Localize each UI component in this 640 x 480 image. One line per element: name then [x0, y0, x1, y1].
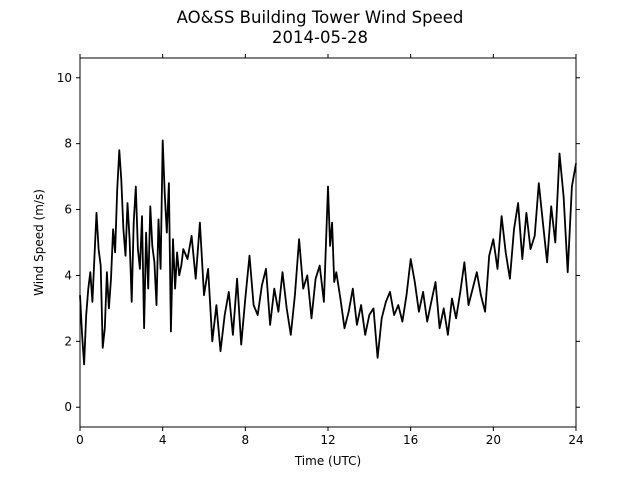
x-tick-label: 24 [568, 433, 583, 447]
x-tick-label: 0 [76, 433, 84, 447]
chart-subtitle-date: 2014-05-28 [272, 28, 368, 47]
y-axis-ticks: 0 2 4 6 8 10 [57, 71, 580, 414]
x-axis-label: Time (UTC) [294, 454, 361, 468]
y-tick-label: 8 [64, 137, 72, 151]
wind-speed-series-line [79, 139, 577, 366]
plot-area-frame [79, 57, 577, 428]
x-tick-label: 12 [320, 433, 335, 447]
x-tick-label: 4 [159, 433, 167, 447]
y-tick-label: 10 [57, 71, 72, 85]
x-tick-label: 20 [486, 433, 501, 447]
y-axis-label: Wind Speed (m/s) [32, 189, 46, 296]
y-tick-label: 2 [64, 334, 72, 348]
y-tick-label: 4 [64, 268, 72, 282]
x-tick-label: 8 [242, 433, 250, 447]
x-axis-ticks: 0 4 8 12 16 20 24 [76, 54, 584, 447]
x-tick-label: 16 [403, 433, 418, 447]
y-tick-label: 0 [64, 400, 72, 414]
y-tick-label: 6 [64, 203, 72, 217]
chart-title: AO&SS Building Tower Wind Speed [176, 8, 464, 27]
